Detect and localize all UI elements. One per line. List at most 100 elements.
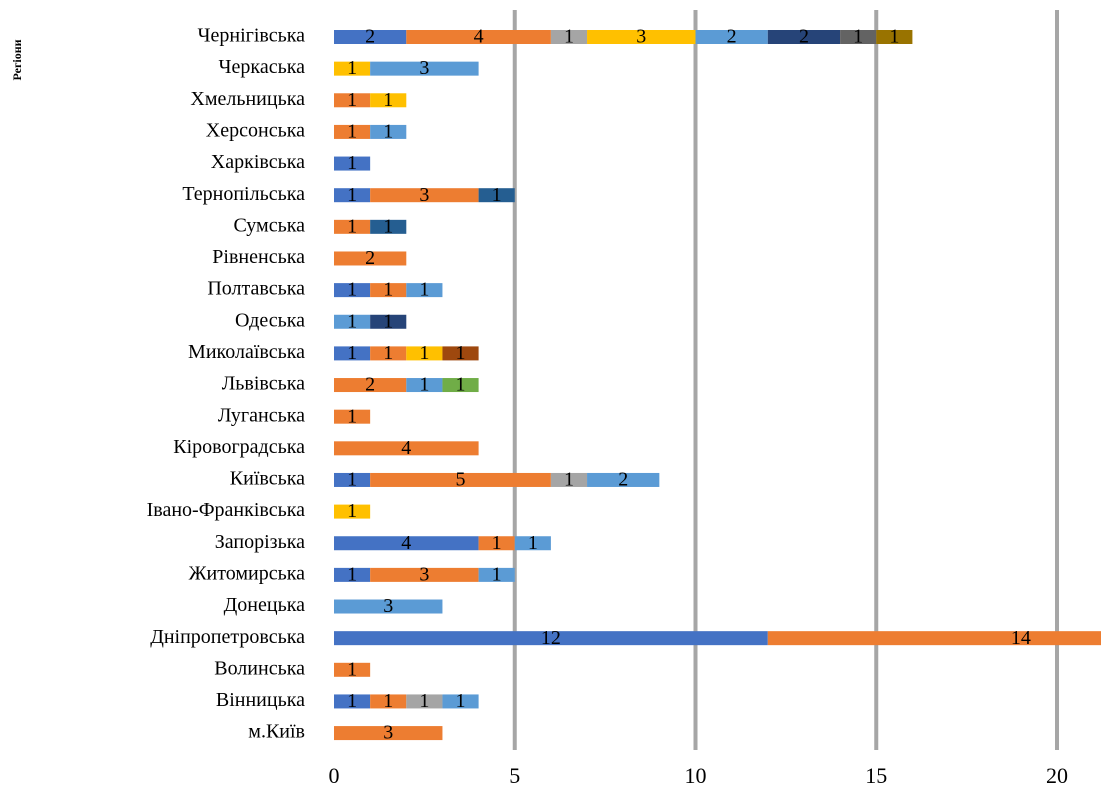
- bar-segment: [334, 662, 371, 677]
- bar-segment: [334, 378, 407, 393]
- data-label: 2: [727, 26, 737, 48]
- data-label: 3: [419, 563, 429, 585]
- data-label: 12: [541, 627, 561, 649]
- y-tick-label: Чернігівська: [197, 25, 305, 47]
- data-label: 1: [383, 121, 393, 143]
- bar-segment: [334, 61, 371, 76]
- bar-segment: [370, 219, 407, 234]
- bar-segment: [876, 30, 913, 44]
- bar-segment: [406, 346, 443, 361]
- bar-segment: [587, 30, 696, 44]
- bar-segment: [406, 30, 551, 44]
- bar-segment: [370, 124, 407, 139]
- data-label: 1: [419, 374, 429, 396]
- bar-segment: [334, 30, 407, 44]
- data-label: 2: [799, 26, 809, 48]
- bar-segment: [406, 283, 443, 298]
- data-label: 1: [383, 690, 393, 712]
- bar-segment: [550, 472, 588, 487]
- data-label: 1: [492, 184, 502, 206]
- y-tick-label: Дніпропетровська: [150, 626, 305, 648]
- bar-segment: [334, 346, 371, 361]
- y-tick-label: Волинська: [214, 657, 305, 679]
- y-tick-label: Миколаївська: [188, 341, 305, 363]
- bar-segment: [478, 188, 515, 203]
- data-label: 1: [456, 374, 466, 396]
- data-label: 1: [347, 89, 357, 111]
- data-label: 3: [636, 26, 646, 48]
- bar-segment: [334, 726, 443, 741]
- bar-segment: [334, 631, 768, 646]
- bars: [334, 30, 1101, 741]
- x-tick-label: 0: [329, 763, 340, 788]
- data-label: 1: [564, 26, 574, 48]
- bar-segment: [370, 314, 407, 329]
- bar-segment: [334, 504, 371, 519]
- data-label: 1: [492, 563, 502, 585]
- y-tick-label: Сумська: [233, 214, 305, 236]
- data-label: 3: [419, 184, 429, 206]
- bar-segment: [334, 472, 371, 487]
- bar-segment: [478, 567, 515, 582]
- bar-segment: [334, 93, 371, 108]
- data-label: 1: [853, 26, 863, 48]
- y-tick-label: Одеська: [235, 309, 305, 331]
- y-tick-label: Вінницька: [216, 689, 305, 711]
- bar-segment: [442, 378, 479, 393]
- data-label: 1: [383, 89, 393, 111]
- data-label: 5: [456, 469, 466, 491]
- data-label: 1: [347, 342, 357, 364]
- x-tick-label: 5: [509, 763, 520, 788]
- y-tick-label: Тернопільська: [182, 183, 305, 205]
- data-label: 1: [419, 279, 429, 301]
- data-label: 1: [889, 26, 899, 48]
- data-label: 2: [365, 247, 375, 269]
- bar-segment: [370, 694, 407, 709]
- bar-segment: [370, 567, 479, 582]
- bar-segment: [550, 30, 588, 44]
- bar-segment: [334, 599, 443, 614]
- data-label: 1: [347, 57, 357, 79]
- bar-segment: [334, 219, 371, 234]
- bar-segment: [406, 378, 443, 393]
- bar-segment: [840, 30, 877, 44]
- data-label: 1: [347, 121, 357, 143]
- data-label: 1: [383, 342, 393, 364]
- data-label: 2: [365, 26, 375, 48]
- data-label: 1: [347, 310, 357, 332]
- bar-segment: [370, 472, 551, 487]
- bar-segment: [334, 251, 407, 266]
- data-label: 4: [474, 26, 484, 48]
- bar-segment: [334, 188, 371, 203]
- y-tick-label: м.Київ: [248, 721, 305, 743]
- bar-segment: [767, 30, 841, 44]
- y-tick-label: Івано-Франківська: [147, 499, 305, 521]
- y-tick-label: Харківська: [211, 151, 305, 173]
- data-label: 1: [528, 532, 538, 554]
- data-label: 2: [365, 374, 375, 396]
- y-tick-label: Хмельницька: [190, 88, 305, 110]
- data-label: 1: [564, 469, 574, 491]
- data-label: 1: [347, 563, 357, 585]
- y-tick-label: Кіровоградська: [173, 436, 305, 458]
- data-label: 1: [347, 658, 357, 680]
- bar-segment: [587, 472, 660, 487]
- bar-segment: [695, 30, 768, 44]
- data-label: 3: [383, 722, 393, 744]
- bar-segment: [478, 536, 515, 551]
- bar-segment: [370, 346, 407, 361]
- bar-segment: [334, 567, 371, 582]
- y-tick-label: Донецька: [224, 594, 305, 616]
- bar-segment: [334, 283, 371, 298]
- y-tick-label: Запорізька: [215, 531, 305, 553]
- y-tick-label: Київська: [230, 468, 305, 490]
- data-label: 4: [401, 437, 411, 459]
- bar-segment: [334, 441, 479, 456]
- bar-segment: [442, 694, 479, 709]
- bar-segment: [334, 409, 371, 424]
- y-tick-label: Житомирська: [189, 562, 305, 584]
- data-label: 1: [347, 690, 357, 712]
- y-tick-label: Черкаська: [219, 56, 306, 78]
